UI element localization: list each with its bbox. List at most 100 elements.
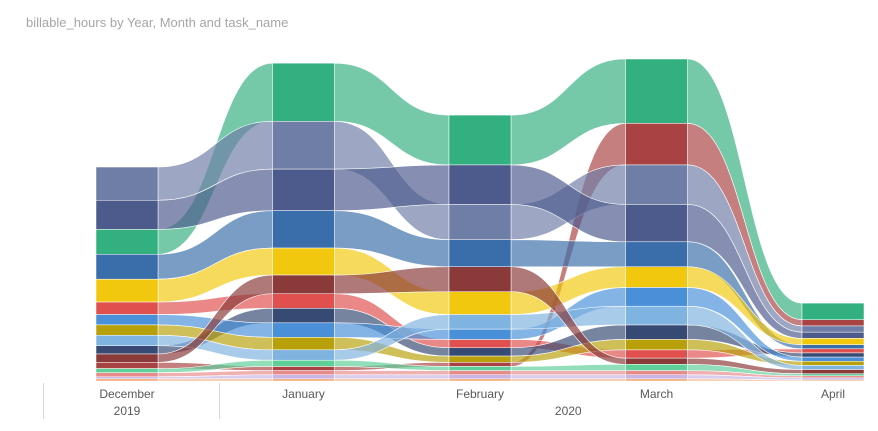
ribbon-series-16-2[interactable] [334, 378, 450, 382]
bar-segment-4-march[interactable] [625, 204, 688, 243]
bar-segment-16-february[interactable] [448, 378, 512, 382]
bar-segment-15-march[interactable] [625, 374, 688, 380]
bar-segment-11-march[interactable] [625, 305, 688, 326]
bar-segment-1-february[interactable] [448, 114, 512, 166]
bar-segment-11-april[interactable] [801, 365, 865, 370]
bar-segment-13-march[interactable] [625, 364, 688, 371]
bar-segment-10-february[interactable] [448, 355, 512, 363]
bar-segment-7-december[interactable] [95, 301, 159, 315]
ribbon-series-14-3[interactable] [510, 370, 626, 376]
bar-segment-3-april[interactable] [801, 325, 865, 333]
bar-segment-2-february[interactable] [448, 362, 512, 367]
ribbon-series-15-3[interactable] [510, 374, 626, 380]
bar-segment-10-december[interactable] [95, 324, 159, 336]
bar-segment-12-february[interactable] [448, 266, 512, 292]
bar-segment-3-january[interactable] [272, 121, 335, 170]
bar-segment-8-march[interactable] [625, 324, 688, 340]
ribbon-series-4-2[interactable] [334, 164, 450, 211]
bar-segment-9-april[interactable] [801, 356, 865, 362]
bar-segment-14-december[interactable] [95, 372, 159, 378]
ribbon-series-13-3[interactable] [510, 364, 626, 371]
bar-segment-9-december[interactable] [95, 314, 159, 326]
bar-segment-8-january[interactable] [272, 308, 335, 324]
bar-segment-12-january[interactable] [272, 274, 335, 294]
ribbon-series-5-3[interactable] [510, 239, 626, 268]
bar-segment-1-december[interactable] [95, 229, 159, 255]
bar-segment-15-december[interactable] [95, 376, 159, 380]
bar-segment-14-march[interactable] [625, 370, 688, 376]
bar-segment-3-february[interactable] [448, 204, 512, 240]
axis-divider-year [219, 383, 220, 419]
bar-segment-5-december[interactable] [95, 254, 159, 280]
bar-segment-15-april[interactable] [801, 377, 865, 381]
bar-segment-14-april[interactable] [801, 375, 865, 379]
bar-segment-6-april[interactable] [801, 338, 865, 345]
year-label-2020: 2020 [555, 404, 582, 418]
x-tick-december: December [99, 387, 154, 401]
bar-segment-12-march[interactable] [625, 357, 688, 365]
bar-segment-6-february[interactable] [448, 291, 512, 315]
bar-segment-13-december[interactable] [95, 368, 159, 373]
ribbon-series-16-1[interactable] [157, 378, 273, 382]
bar-segment-11-february[interactable] [448, 314, 512, 330]
bar-segment-1-march[interactable] [625, 58, 688, 124]
bar-segment-8-february[interactable] [448, 347, 512, 357]
bar-segment-10-january[interactable] [272, 337, 335, 351]
bar-segment-5-january[interactable] [272, 210, 335, 249]
bar-segment-7-march[interactable] [625, 349, 688, 359]
bar-segment-5-march[interactable] [625, 241, 688, 267]
bar-segment-8-april[interactable] [801, 352, 865, 358]
bar-segment-16-january[interactable] [272, 378, 335, 382]
bar-segment-4-december[interactable] [95, 200, 159, 230]
bar-segment-4-january[interactable] [272, 168, 335, 211]
bar-segment-4-april[interactable] [801, 331, 865, 339]
bar-segment-14-january[interactable] [272, 370, 335, 376]
bar-segment-8-december[interactable] [95, 345, 159, 355]
bar-segment-16-april[interactable] [801, 379, 865, 382]
x-tick-february: February [456, 387, 504, 401]
ribbon-series-16-3[interactable] [510, 378, 626, 382]
bar-segment-6-march[interactable] [625, 266, 688, 288]
bar-segment-2-april[interactable] [801, 319, 865, 327]
bar-segment-3-december[interactable] [95, 166, 159, 201]
bar-segment-2-january[interactable] [272, 366, 335, 371]
bar-segment-7-january[interactable] [272, 293, 335, 309]
x-axis: December January February March April 2019 202… [99, 387, 845, 418]
bar-segment-2-march[interactable] [625, 123, 688, 166]
bar-segment-10-march[interactable] [625, 339, 688, 351]
bar-segment-6-january[interactable] [272, 247, 335, 276]
chart-title: billable_hours by Year, Month and task_n… [26, 15, 289, 30]
bar-segment-13-february[interactable] [448, 366, 512, 371]
bar-segment-11-december[interactable] [95, 335, 159, 346]
x-tick-march: March [640, 387, 673, 401]
bar-segment-12-december[interactable] [95, 353, 159, 363]
bar-segment-7-april[interactable] [801, 348, 865, 354]
bar-segment-6-december[interactable] [95, 278, 159, 303]
bar-segment-15-january[interactable] [272, 374, 335, 380]
ribbon-series-15-2[interactable] [334, 374, 450, 380]
bar-segment-15-february[interactable] [448, 374, 512, 380]
bar-segment-12-april[interactable] [801, 369, 865, 374]
bars-layer [95, 58, 865, 382]
bar-segment-9-february[interactable] [448, 328, 512, 340]
bar-segment-10-april[interactable] [801, 361, 865, 366]
ribbon-series-14-2[interactable] [334, 370, 450, 376]
bar-segment-9-march[interactable] [625, 287, 688, 307]
bar-segment-11-january[interactable] [272, 349, 335, 361]
bar-segment-14-february[interactable] [448, 370, 512, 376]
bar-segment-13-april[interactable] [801, 373, 865, 377]
bar-segment-4-february[interactable] [448, 164, 512, 205]
bar-segment-1-april[interactable] [801, 302, 865, 320]
bar-segment-16-december[interactable] [95, 378, 159, 382]
bar-segment-5-february[interactable] [448, 239, 512, 267]
bar-segment-1-january[interactable] [272, 62, 335, 122]
bar-segment-7-february[interactable] [448, 339, 512, 349]
bar-segment-5-april[interactable] [801, 344, 865, 350]
bar-segment-13-january[interactable] [272, 359, 335, 367]
bar-segment-2-december[interactable] [95, 362, 159, 369]
axis-divider-left [43, 383, 44, 419]
bar-segment-3-march[interactable] [625, 164, 688, 205]
bar-segment-9-january[interactable] [272, 322, 335, 338]
bar-segment-16-march[interactable] [625, 378, 688, 382]
